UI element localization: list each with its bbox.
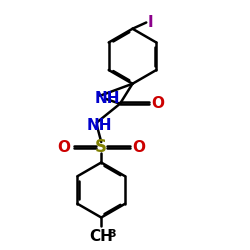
Text: O: O (151, 96, 164, 111)
Text: O: O (58, 140, 70, 155)
Text: I: I (148, 15, 154, 30)
Text: O: O (132, 140, 145, 155)
Text: NH: NH (95, 91, 120, 106)
Text: 3: 3 (108, 229, 116, 239)
Text: NH: NH (86, 118, 112, 132)
Text: CH: CH (89, 229, 113, 244)
Text: S: S (95, 138, 107, 156)
